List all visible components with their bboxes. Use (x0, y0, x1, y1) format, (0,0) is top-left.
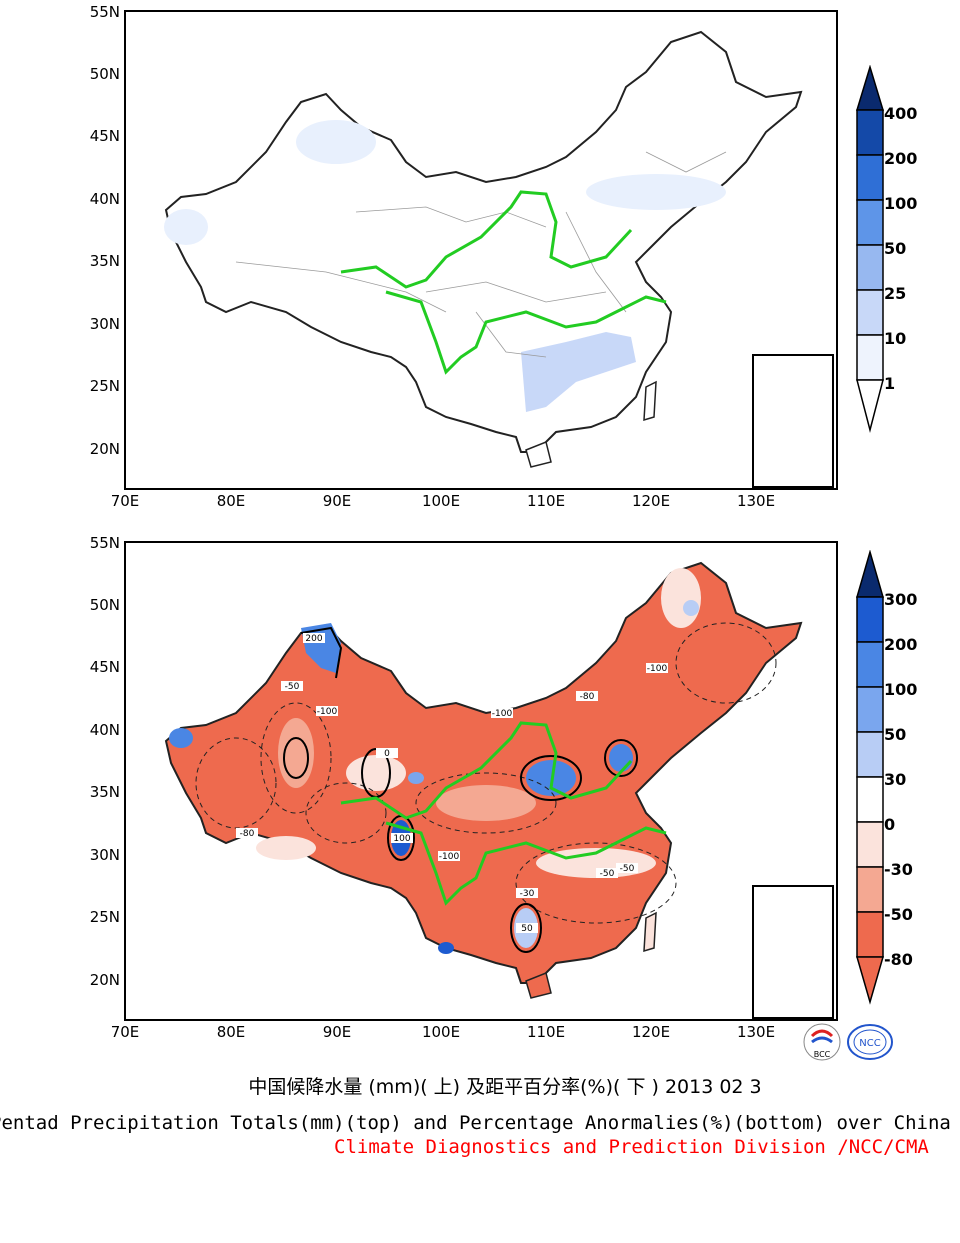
colorbar-bottom (856, 550, 884, 1005)
colorbar-label: 50 (884, 239, 907, 258)
lat-label: 50N (89, 596, 120, 614)
lon-label: 110E (526, 1023, 566, 1041)
colorbar-label: 200 (884, 635, 918, 654)
lat-label: 25N (89, 377, 120, 395)
south-china-sea-inset-bottom (752, 885, 834, 1019)
china-outline (164, 30, 803, 453)
contour-label: 100 (393, 834, 410, 844)
lat-label: 20N (89, 440, 120, 458)
lon-label: 100E (421, 1023, 461, 1041)
colorbar-label: 200 (884, 149, 918, 168)
contour-label: 0 (384, 749, 390, 759)
colorbar-label: 100 (884, 194, 918, 213)
contour-label: -100 (439, 852, 460, 862)
contour-label: 200 (305, 634, 322, 644)
colorbar-label: 50 (884, 725, 907, 744)
lon-label: 120E (631, 492, 671, 510)
contour-label: -80 (240, 829, 255, 839)
contour-label: -100 (647, 664, 668, 674)
ncc-logo: NCC (847, 1024, 893, 1060)
precipitation-anomaly-map: -100 -80 -50 -100 -80 -100 -50 -30 50 20… (124, 541, 838, 1021)
colorbar-label: 1 (884, 374, 896, 393)
colorbar-label: 400 (884, 104, 918, 123)
contour-label: -50 (285, 682, 300, 692)
contour-label: 50 (521, 924, 533, 934)
colorbar-label: 25 (884, 284, 907, 303)
contour-label: -50 (600, 869, 615, 879)
colorbar-label: 30 (884, 770, 907, 789)
caption-organization: Climate Diagnostics and Prediction Divis… (334, 1136, 929, 1158)
lon-label: 80E (216, 492, 246, 510)
lat-label: 40N (89, 190, 120, 208)
contour-label: -50 (620, 864, 635, 874)
svg-text:NCC: NCC (859, 1038, 880, 1049)
svg-text:BCC: BCC (814, 1050, 831, 1059)
lon-label: 80E (216, 1023, 246, 1041)
contour-label: -30 (520, 889, 535, 899)
lon-label: 70E (110, 492, 140, 510)
contour-label: -100 (492, 709, 513, 719)
lon-label: 100E (421, 492, 461, 510)
precipitation-totals-map (124, 10, 838, 490)
lat-label: 25N (89, 908, 120, 926)
lat-label: 50N (89, 65, 120, 83)
lat-label: 35N (89, 252, 120, 270)
colorbar-top (855, 65, 885, 433)
lon-label: 90E (322, 492, 352, 510)
lon-label: 130E (736, 492, 776, 510)
lat-label: 55N (89, 534, 120, 552)
south-china-sea-inset-top (752, 354, 834, 488)
colorbar-label: 0 (884, 815, 896, 834)
colorbar-label: -50 (884, 905, 913, 924)
bcc-logo: BCC (803, 1023, 841, 1061)
lon-label: 130E (736, 1023, 776, 1041)
lon-label: 110E (526, 492, 566, 510)
lat-label: 30N (89, 846, 120, 864)
lat-label: 30N (89, 315, 120, 333)
lon-label: 70E (110, 1023, 140, 1041)
lat-label: 45N (89, 127, 120, 145)
colorbar-label: 100 (884, 680, 918, 699)
colorbar-label: 10 (884, 329, 907, 348)
yellow-river (340, 190, 633, 289)
lat-label: 55N (89, 3, 120, 21)
lon-label: 90E (322, 1023, 352, 1041)
colorbar-label: -30 (884, 860, 913, 879)
caption-chinese: 中国候降水量 (mm)( 上) 及距平百分率(%)( 下 ) 2013 02 3 (248, 1076, 762, 1098)
lon-label: 120E (631, 1023, 671, 1041)
lat-label: 20N (89, 971, 120, 989)
contour-label: -80 (580, 692, 595, 702)
colorbar-label: -80 (884, 950, 913, 969)
lat-label: 35N (89, 783, 120, 801)
yangtze-river (385, 290, 667, 375)
lat-label: 40N (89, 721, 120, 739)
contour-label: -100 (317, 707, 338, 717)
lat-label: 45N (89, 658, 120, 676)
caption-english: Pentad Precipitation Totals(mm)(top) and… (0, 1112, 951, 1134)
colorbar-label: 300 (884, 590, 918, 609)
